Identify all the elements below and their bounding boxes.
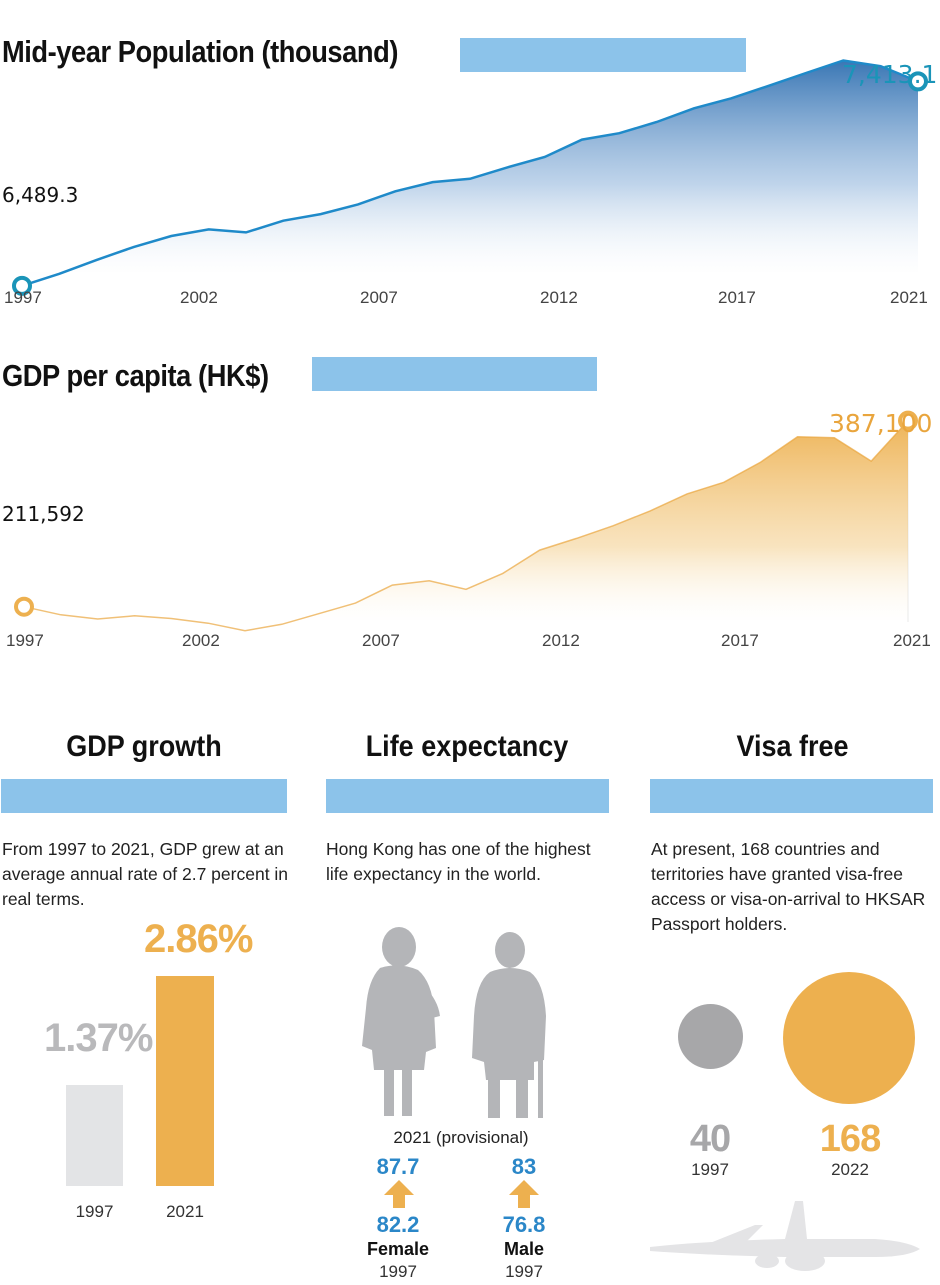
male-up-arrow-icon — [509, 1180, 539, 1208]
gdp-growth-label-2021: 2021 — [166, 1202, 204, 1221]
gdp-per-capita-area — [24, 420, 908, 631]
population-area — [22, 60, 918, 286]
gdp-growth-label-1997: 1997 — [75, 1202, 114, 1221]
visa-free-text: At present, 168 countries and territorie… — [651, 839, 926, 934]
airplane-icon — [650, 1201, 920, 1271]
gdp-tick-2017: 2017 — [721, 631, 759, 650]
visa-free-title: Visa free — [736, 730, 849, 763]
visa-1997-value: 40 — [689, 1118, 731, 1160]
female-up-arrow-icon — [384, 1180, 414, 1208]
male-silhouette-icon — [472, 932, 546, 1118]
visa-2022-circle — [783, 972, 915, 1104]
visa-2022-year: 2022 — [831, 1160, 869, 1179]
gdp-growth-bar-1997 — [66, 1085, 123, 1186]
pop-tick-2012: 2012 — [540, 288, 578, 307]
population-end-marker — [908, 71, 928, 92]
female-label: Female — [366, 1239, 430, 1259]
gdp-growth-2021-value: 2.86% — [144, 917, 253, 961]
female-1997-value: 82.2 — [376, 1212, 420, 1237]
population-chart — [12, 59, 928, 296]
gdp-growth-1997-value: 1.37% — [44, 1016, 153, 1060]
population-title: Mid-year Population (thousand) — [2, 34, 398, 69]
life-expectancy-text: Hong Kong has one of the highest life ex… — [326, 839, 591, 884]
gdp-end-label: 387,100 — [829, 409, 933, 438]
female-2021-value: 87.7 — [376, 1154, 420, 1179]
gdp-start-marker — [14, 596, 34, 617]
male-1997-value: 76.8 — [502, 1212, 546, 1237]
population-start-label: 6,489.3 — [2, 183, 79, 207]
female-silhouette-icon — [362, 927, 440, 1116]
pop-tick-2002: 2002 — [180, 288, 218, 307]
gdp-tick-2007: 2007 — [362, 631, 400, 650]
pop-tick-1997: 1997 — [4, 288, 42, 307]
gdp-tick-2021: 2021 — [893, 631, 931, 650]
gdp-start-label: 211,592 — [2, 502, 85, 526]
gdp-per-capita-title: GDP per capita (HK$) — [2, 358, 269, 393]
population-end-label: 7,413.1 — [842, 60, 938, 89]
visa-1997-year: 1997 — [691, 1160, 729, 1179]
pop-tick-2017: 2017 — [718, 288, 756, 307]
pop-tick-2021: 2021 — [890, 288, 928, 307]
visa-1997-circle — [678, 1004, 743, 1069]
gdp-tick-2012: 2012 — [542, 631, 580, 650]
male-year: 1997 — [505, 1262, 543, 1281]
pop-tick-2007: 2007 — [360, 288, 398, 307]
population-line — [21, 59, 919, 287]
life-expectancy-title-bar — [326, 779, 609, 813]
gdp-growth-title-bar — [1, 779, 287, 813]
female-year: 1997 — [379, 1262, 417, 1281]
life-expectancy-title: Life expectancy — [365, 730, 569, 763]
gdp-per-capita-chart — [14, 410, 918, 632]
male-label: Male — [503, 1239, 545, 1259]
gdp-tick-1997: 1997 — [6, 631, 44, 650]
gdp-per-capita-line — [23, 420, 909, 632]
life-expectancy-provisional: 2021 (provisional) — [393, 1128, 529, 1147]
visa-2022-value: 168 — [819, 1118, 881, 1160]
gdp-tick-2002: 2002 — [182, 631, 220, 650]
gdp-growth-title: GDP growth — [66, 730, 222, 763]
male-2021-value: 83 — [511, 1154, 537, 1179]
gdp-growth-bar-2021 — [156, 976, 214, 1186]
population-start-marker — [12, 275, 32, 296]
elderly-people-icon — [362, 927, 546, 1118]
gdp-per-capita-title-bar — [312, 357, 597, 391]
population-title-bar — [460, 38, 746, 72]
gdp-end-marker — [898, 410, 918, 431]
gdp-growth-text: From 1997 to 2021, GDP grew at an averag… — [2, 839, 289, 909]
visa-free-title-bar — [650, 779, 933, 813]
